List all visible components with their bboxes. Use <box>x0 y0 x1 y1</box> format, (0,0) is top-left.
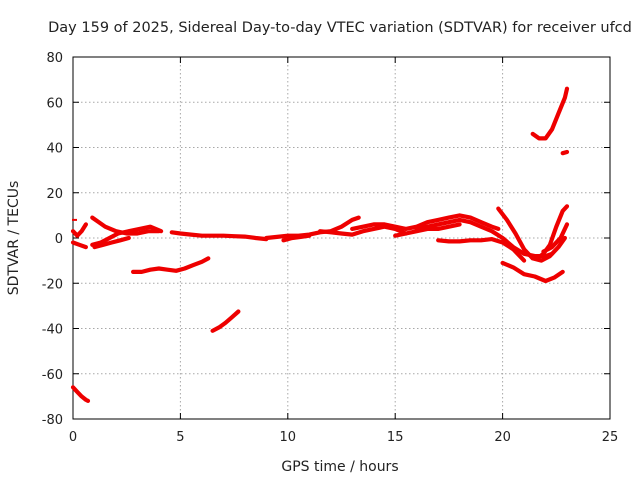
series-line-s03 <box>70 222 88 238</box>
x-tick-label: 15 <box>387 430 404 445</box>
series-line-s20 <box>541 222 570 254</box>
y-tick-label: 20 <box>46 187 63 202</box>
x-tick-label: 10 <box>280 430 297 445</box>
x-axis-label: GPS time / hours <box>281 459 398 475</box>
series-line-s22 <box>560 149 570 156</box>
y-tick-label: 60 <box>46 96 63 111</box>
y-tick-label: 80 <box>46 51 63 66</box>
series-line-s16 <box>436 237 527 263</box>
y-axis-label: SDTVAR / TECUs <box>6 181 22 296</box>
y-tick-label: -20 <box>42 277 63 292</box>
axis-ticks: 0 5 10 15 20 25 -80 -60 -40 -20 0 20 40 60 80 <box>42 51 619 445</box>
series-layer <box>70 86 570 403</box>
x-tick-label: 25 <box>602 430 619 445</box>
series-line-s09 <box>210 309 241 333</box>
grid <box>73 57 610 419</box>
series-line-s06 <box>92 235 131 250</box>
series-line-s01 <box>70 385 91 403</box>
series-line-s21 <box>530 86 570 141</box>
series-line-s02 <box>70 240 88 250</box>
y-tick-label: 0 <box>55 232 63 247</box>
series-line-s11 <box>281 233 312 243</box>
data-point <box>72 218 77 221</box>
y-tick-label: -60 <box>42 368 63 383</box>
series-line-s12 <box>317 224 408 237</box>
series-line-s19 <box>534 204 570 261</box>
series-line-s13 <box>350 213 501 231</box>
y-tick-label: -80 <box>42 413 63 428</box>
x-tick-label: 5 <box>176 430 184 445</box>
y-tick-label: 40 <box>46 142 63 157</box>
series-line-s18 <box>500 260 565 284</box>
series-line-s08 <box>169 230 269 242</box>
y-tick-label: -40 <box>42 323 63 338</box>
x-tick-label: 20 <box>494 430 511 445</box>
series-line-s10 <box>264 215 361 241</box>
series-line-s07 <box>131 256 211 274</box>
x-tick-label: 0 <box>69 430 77 445</box>
series-line-s17 <box>496 206 567 263</box>
chart-title: Day 159 of 2025, Sidereal Day-to-day VTE… <box>48 20 632 36</box>
series-line-s14 <box>393 222 462 238</box>
series-line-s05 <box>90 224 164 247</box>
